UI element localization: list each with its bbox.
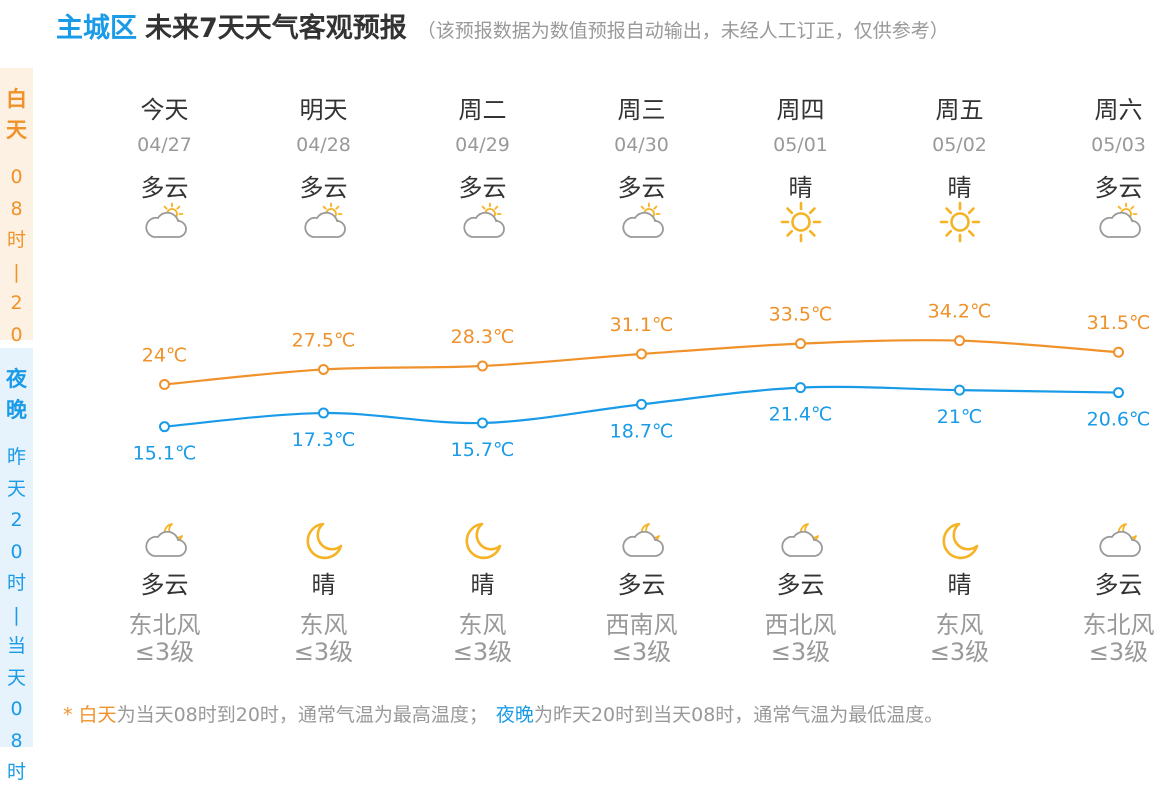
night-time-range: 昨天 2 0 时 | 当天 0 8 时 [6,446,26,783]
forecast-day-column: 周三 04/30 多云 多云 西南风 ≤3级 [562,0,721,747]
day-weather-label: 晴 [947,174,972,202]
partly-cloudy-day-icon [85,199,244,245]
night-weather-label: 多云 [776,571,825,599]
night-label: 夜晚 [6,367,27,422]
wind-level: ≤3级 [611,638,672,666]
forecast-day-column: 明天 04/28 多云 晴 东风 ≤3级 [244,0,403,747]
partly-cloudy-night-icon [85,518,244,564]
night-weather-label: 多云 [140,571,189,599]
footnote-day-text: 为当天08时到20时，通常气温为最高温度； [116,704,488,726]
wind-level: ≤3级 [770,638,831,666]
wind-direction: 西北风 [764,611,837,639]
wind-direction: 东风 [299,611,348,639]
forecast-day-column: 今天 04/27 多云 多云 东北风 ≤3级 [85,0,244,747]
partly-cloudy-night-icon [721,518,880,564]
wind-direction: 东北风 [128,611,201,639]
footnote-night-text: 为昨天20时到当天08时，通常气温为最低温度。 [533,704,944,726]
footnote-night-label: 夜晚 [495,704,534,726]
partly-cloudy-night-icon [1039,518,1176,564]
date-label: 05/02 [932,134,987,156]
wind-direction: 东风 [935,611,984,639]
partly-cloudy-night-icon [562,518,721,564]
wind-direction: 东风 [458,611,507,639]
date-label: 04/29 [455,134,510,156]
weekday-label: 周二 [458,96,507,124]
moon-icon [403,518,562,564]
night-weather-label: 晴 [470,571,495,599]
day-weather-label: 多云 [458,174,507,202]
partly-cloudy-day-icon [403,199,562,245]
weekday-label: 周六 [1094,96,1143,124]
night-weather-label: 多云 [617,571,666,599]
location-title[interactable]: 主城区 [56,13,137,44]
footnote-day-label: 白天 [78,704,117,726]
moon-icon [880,518,1039,564]
night-period-label: 夜晚 昨天 2 0 时 | 当天 0 8 时 [0,348,33,783]
night-weather-label: 多云 [1094,571,1143,599]
wind-direction: 西南风 [605,611,678,639]
wind-level: ≤3级 [929,638,990,666]
page-title: 未来7天天气客观预报 [145,13,407,44]
day-weather-label: 多云 [1094,174,1143,202]
day-label: 白天 [6,87,27,142]
sun-icon [880,199,1039,245]
footnote: * 白天为当天08时到20时，通常气温为最高温度； 夜晚为昨天20时到当天08时，… [63,700,943,727]
date-label: 04/28 [296,134,351,156]
forecast-columns: 今天 04/27 多云 多云 东北风 ≤3级 明天 04/28 多云 晴 东风 … [85,0,1176,747]
page-header: 主城区 未来7天天气客观预报 （该预报数据为数值预报自动输出，未经人工订正，仅供参考… [56,6,949,46]
forecast-day-column: 周二 04/29 多云 晴 东风 ≤3级 [403,0,562,747]
weekday-label: 明天 [299,96,348,124]
date-label: 05/03 [1091,134,1146,156]
sun-icon [721,199,880,245]
wind-level: ≤3级 [452,638,513,666]
weekday-label: 周五 [935,96,984,124]
night-weather-label: 晴 [947,571,972,599]
day-weather-label: 多云 [617,174,666,202]
day-weather-label: 多云 [140,174,189,202]
date-label: 04/30 [614,134,669,156]
moon-icon [244,518,403,564]
day-period-label: 白天 08时|20时 [0,68,33,377]
wind-level: ≤3级 [293,638,354,666]
day-weather-label: 晴 [788,174,813,202]
weekday-label: 周三 [617,96,666,124]
day-weather-label: 多云 [299,174,348,202]
wind-level: ≤3级 [1088,638,1149,666]
wind-level: ≤3级 [134,638,195,666]
wind-direction: 东北风 [1082,611,1155,639]
forecast-day-column: 周六 05/03 多云 多云 东北风 ≤3级 [1039,0,1176,747]
weekday-label: 周四 [776,96,825,124]
partly-cloudy-day-icon [1039,199,1176,245]
weekday-label: 今天 [140,96,189,124]
date-label: 04/27 [137,134,192,156]
partly-cloudy-day-icon [244,199,403,245]
forecast-day-column: 周四 05/01 晴 多云 西北风 ≤3级 [721,0,880,747]
date-label: 05/01 [773,134,828,156]
night-weather-label: 晴 [311,571,336,599]
footnote-mark: * [63,704,79,726]
disclaimer-note: （该预报数据为数值预报自动输出，未经人工订正，仅供参考） [416,20,949,42]
forecast-day-column: 周五 05/02 晴 晴 东风 ≤3级 [880,0,1039,747]
partly-cloudy-day-icon [562,199,721,245]
